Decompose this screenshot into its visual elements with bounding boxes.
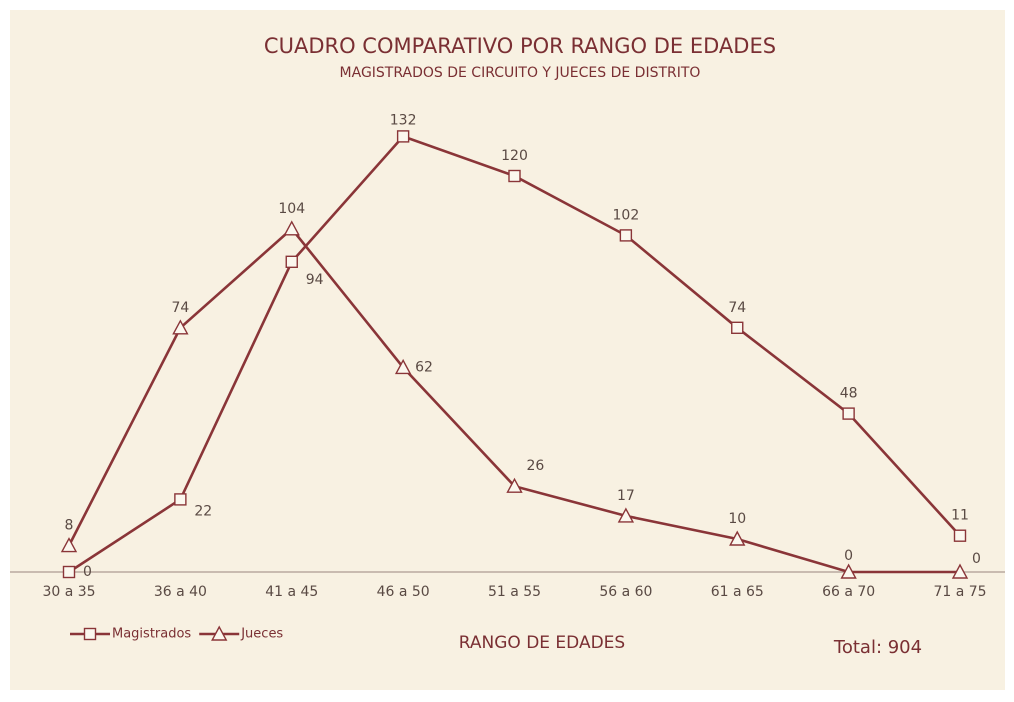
x-axis-label: RANGO DE EDADES [459,633,625,653]
total-annotation: Total: 904 [833,637,922,658]
x-tick-label: 41 a 45 [265,584,318,600]
data-label: 17 [617,488,635,504]
data-label: 94 [306,272,324,288]
x-tick-label: 30 a 35 [42,584,95,600]
marker [285,255,298,268]
data-label: 120 [501,148,528,164]
marker [60,537,78,553]
data-label: 26 [527,458,545,474]
data-label: 0 [83,564,92,580]
marker [731,321,744,334]
data-label: 0 [844,548,853,564]
data-label: 22 [194,503,212,519]
data-label: 74 [171,300,189,316]
marker [396,130,410,143]
x-tick-label: 51 a 55 [488,584,541,600]
data-label: 8 [65,518,74,534]
marker [729,530,746,546]
marker [619,229,633,242]
marker [506,477,523,493]
data-label: 132 [390,112,417,128]
data-label: 10 [728,511,746,527]
marker [211,625,228,641]
marker [842,407,855,420]
data-label: 102 [613,207,640,223]
data-label: 62 [415,359,433,375]
marker [283,220,300,236]
x-tick-label: 46 a 50 [377,584,430,600]
data-label: 48 [840,386,858,402]
legend-label: Jueces [240,627,283,642]
chart-subtitle: MAGISTRADOS DE CIRCUITO Y JUECES DE DIST… [340,65,701,81]
x-tick-label: 71 a 75 [933,584,986,600]
data-label: 0 [972,551,981,567]
chart-title: CUADRO COMPARATIVO POR RANGO DE EDADES [264,34,776,58]
legend-label: Magistrados [112,627,191,642]
marker [172,319,189,335]
marker [840,563,857,579]
x-tick-label: 56 a 60 [599,584,652,600]
marker [617,507,635,523]
marker [508,169,521,183]
marker [953,529,967,542]
marker [394,358,412,375]
marker [62,565,76,579]
marker [174,493,187,506]
x-tick-label: 66 a 70 [822,584,875,600]
marker [83,627,97,641]
x-tick-label: 36 a 40 [154,584,207,600]
marker [951,563,969,579]
chart-background [10,10,1005,690]
data-label: 104 [278,201,305,217]
data-label: 11 [951,508,969,524]
x-tick-label: 61 a 65 [711,584,764,600]
data-label: 74 [728,300,746,316]
